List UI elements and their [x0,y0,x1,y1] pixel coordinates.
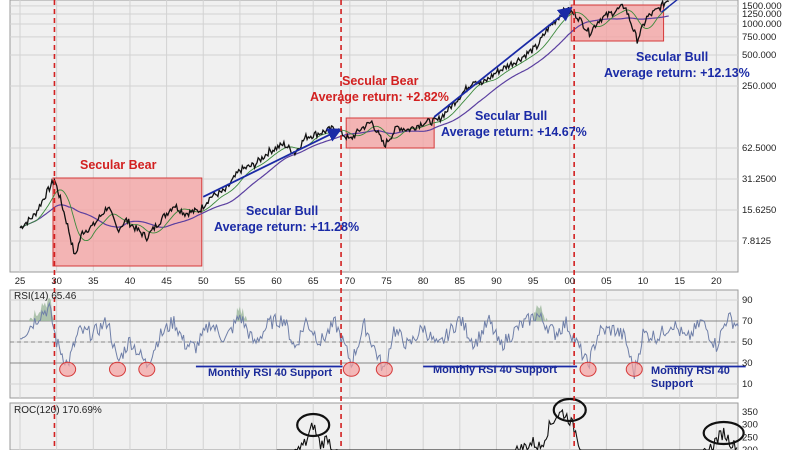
x-tick-label: 85 [455,276,466,287]
annotation-secular-bull-2010s: Secular Bull [636,50,708,64]
annotation-return-2010s: Average return: +12.13% [604,66,750,80]
roc-peak-circle [296,412,331,438]
annotation-secular-bull-1980s: Secular Bull [475,109,547,123]
rsi-low-circle [625,361,643,377]
annotation-secular-bull-1950s: Secular Bull [246,204,318,218]
x-tick-label: 80 [418,276,429,287]
price-y-tick-label: 62.5000 [742,143,776,154]
x-tick-label: 05 [601,276,612,287]
x-tick-label: 00 [564,276,575,287]
annotation-return-1970s: Average return: +2.82% [310,90,449,104]
bear-bands [52,4,665,267]
x-tick-label: 50 [198,276,209,287]
bull-trend-arrow [433,6,573,118]
x-tick-label: 60 [271,276,282,287]
rsi-support-label-3: Monthly RSI 40 [651,365,730,377]
x-tick-label: 65 [308,276,319,287]
rsi-low-circle [138,361,156,377]
axis-labels: 25 30 35 40 45 50 55 60 65 70 75 80 85 90 95 00 05 10 15 20… [15,1,782,450]
roc-y-tick-label: 250 [742,432,758,443]
x-tick-label: 40 [125,276,136,287]
x-tick-label: 75 [381,276,392,287]
x-tick-label: 10 [638,276,649,287]
rsi-low-circle [579,361,597,377]
rsi-series [19,297,746,379]
roc-panel-background [9,402,739,450]
annotation-secular-bear-1970s: Secular Bear [342,74,419,88]
annotation-return-1980s: Average return: +14.67% [441,125,587,139]
price-y-tick-label: 250.000 [742,81,776,92]
x-tick-label: 70 [345,276,356,287]
x-tick-label: 15 [674,276,685,287]
x-tick-label: 25 [15,276,26,287]
rsi-y-tick-label: 30 [742,358,753,369]
rsi-low-circle [375,361,393,377]
rsi-y-tick-label: 90 [742,295,753,306]
price-y-tick-label: 7.8125 [742,236,771,247]
rsi-low-circle [59,361,77,377]
x-tick-label: 45 [161,276,172,287]
bull-trend-arrow [202,128,343,198]
bull-arrows [202,0,678,198]
rsi-y-tick-label: 10 [742,379,753,390]
rsi-panel-label: RSI(14) 65.46 [14,291,77,302]
x-tick-label: 35 [88,276,99,287]
rsi-y-tick-label: 50 [742,337,753,348]
roc-series [276,397,745,450]
rsi-support-label-1: Monthly RSI 40 Support [208,367,332,379]
price-y-tick-label: 750.000 [742,32,776,43]
x-tick-label: 90 [491,276,502,287]
roc-peak-circle [702,420,745,446]
x-tick-label: 95 [528,276,539,287]
rsi-overbought-fill [533,304,548,321]
rsi-line [19,301,739,379]
rsi-support-label-3-second-line: Support [651,378,693,390]
x-tick-label: 30 [51,276,62,287]
price-y-tick-label: 1250.000 [742,9,782,20]
roc-y-tick-label: 300 [742,420,758,431]
rsi-panel-background [9,289,739,399]
price-y-tick-label: 31.2500 [742,174,776,185]
roc-peak-circle [552,397,587,423]
price-y-tick-label: 500.000 [742,50,776,61]
x-tick-label: 55 [235,276,246,287]
price-y-tick-label: 15.6250 [742,205,776,216]
rsi-y-tick-label: 70 [742,316,753,327]
annotation-return-1950s: Average return: +11.28% [214,220,359,234]
cycle-lines [53,0,575,450]
roc-panel-label: ROC(120) 170.69% [14,405,102,416]
price-y-tick-label: 1500.000 [742,1,782,12]
roc-y-tick-label: 200 [742,445,758,450]
rsi-low-circle [342,361,360,377]
x-tick-label: 20 [711,276,722,287]
rsi-low-circle [108,361,126,377]
roc-y-tick-label: 350 [742,407,758,418]
rsi-support-label-2: Monthly RSI 40 Support [433,364,557,376]
bull-trend-arrow [660,0,678,13]
bear-band [570,4,665,42]
annotation-secular-bear-1930s: Secular Bear [80,158,157,172]
price-y-tick-label: 1000.000 [742,19,782,30]
